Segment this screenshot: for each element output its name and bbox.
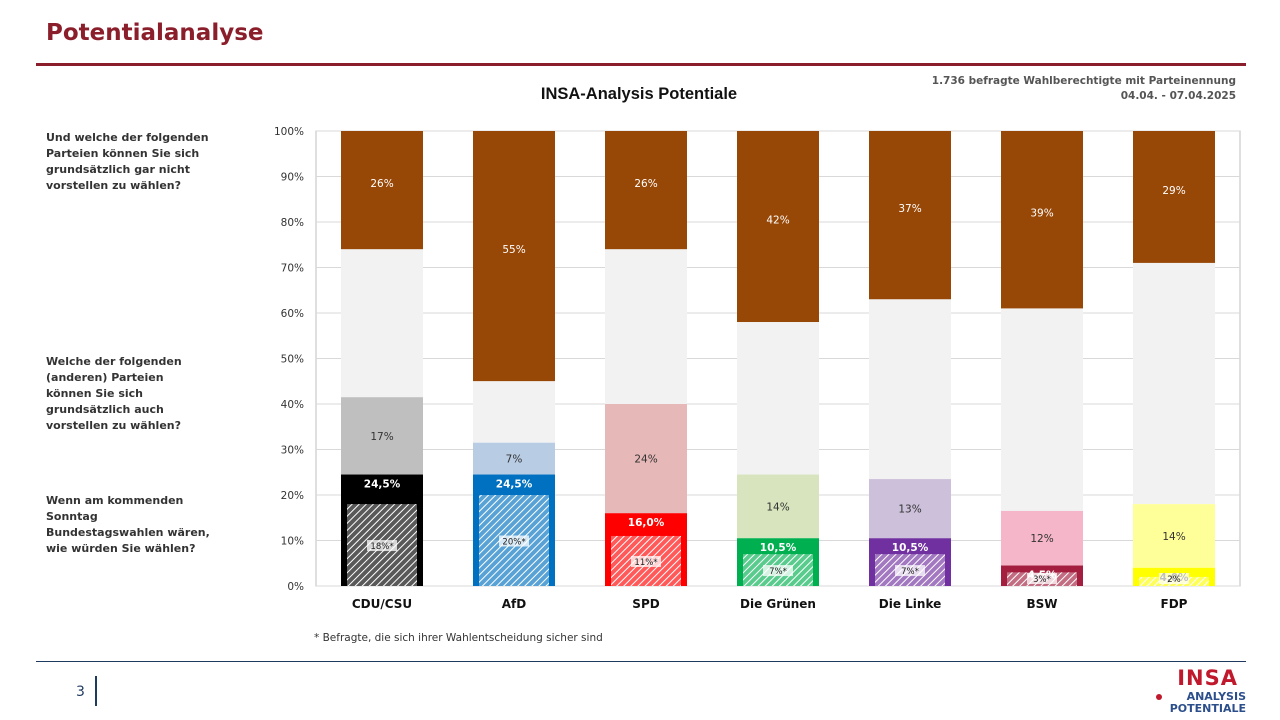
bar-potential [1133, 504, 1215, 568]
sure-label-box [1027, 573, 1057, 584]
footnote: * Befragte, die sich ihrer Wahlentscheid… [314, 632, 603, 644]
rejection-label: 26% [370, 178, 393, 190]
sure-voters-label: 7%* [769, 567, 787, 577]
y-tick-label: 10% [281, 536, 304, 548]
rejection-label: 37% [898, 203, 921, 215]
vote-label: 24,5% [364, 479, 401, 491]
sure-label-box [1159, 573, 1189, 584]
vote-label: 10,5% [892, 542, 929, 554]
page-title: Potentialanalyse [46, 20, 264, 46]
question-vote: Wenn am kommenden Sonntag Bundestagswahl… [46, 494, 210, 555]
sure-voters-label: 2% [1167, 575, 1181, 585]
x-category-label: CDU/CSU [352, 597, 412, 611]
sure-label-box [895, 565, 925, 577]
x-category-label: FDP [1161, 597, 1188, 611]
sure-label-box [763, 565, 793, 577]
sure-voters-label: 18%* [370, 542, 393, 552]
bar-rejection [1133, 131, 1215, 263]
potential-label: 14% [1162, 531, 1185, 543]
sure-voters-label: 20%* [502, 538, 525, 548]
bar-potential [605, 404, 687, 514]
bar-neutral [1001, 308, 1083, 511]
bars [341, 131, 1215, 586]
bar-potential [341, 397, 423, 475]
rejection-label: 39% [1030, 208, 1053, 220]
sure-voters-label: 3%* [1033, 575, 1051, 585]
bar-neutral [737, 322, 819, 475]
data-labels: 26% 17% 24,5% 18%* 55% 7% 24,5% 20%* 26% 24% 16,0%… [364, 178, 1189, 585]
bar-rejection [473, 131, 555, 382]
bar-potential [1001, 510, 1083, 566]
y-tick-label: 100% [274, 126, 304, 138]
y-axis-ticks: 0% 10% 20% 30% 40% 50% 60% 70% 80% 90% 100% [274, 126, 304, 593]
question-potential: Welche der folgenden (anderen) Parteien … [46, 355, 182, 432]
bar-rejection [1001, 131, 1083, 309]
sure-label-box [367, 540, 397, 552]
bar-neutral [605, 249, 687, 404]
x-category-label: Die Linke [879, 597, 942, 611]
vote-label: 10,5% [760, 542, 797, 554]
y-tick-label: 20% [281, 490, 304, 502]
bar-rejection [605, 131, 687, 250]
y-tick-label: 50% [281, 354, 304, 366]
sample-size: 1.736 befragte Wahlberechtigte mit Parte… [931, 75, 1236, 87]
y-tick-label: 70% [281, 263, 304, 275]
source-info: 1.736 befragte Wahlberechtigte mit Parte… [932, 74, 1236, 104]
bar-neutral [341, 249, 423, 398]
bar-neutral [869, 299, 951, 480]
x-category-label: Die Grünen [740, 597, 816, 611]
chart-title: INSA-Analysis Potentiale [541, 85, 737, 103]
bar-rejection [869, 131, 951, 300]
sure-voters-label: 11%* [634, 558, 657, 568]
potential-label: 14% [766, 501, 789, 513]
x-axis-categories: CDU/CSU AfD SPD Die Grünen Die Linke BSW FDP [352, 597, 1188, 611]
vote-label: 24,5% [496, 479, 533, 491]
y-tick-label: 40% [281, 399, 304, 411]
bar-potential [737, 474, 819, 539]
sure-voters-label: 7%* [901, 567, 919, 577]
bar-rejection [737, 131, 819, 323]
logo-wordmark: INSA [1177, 666, 1238, 690]
footer-divider [36, 661, 1246, 662]
y-tick-label: 90% [281, 172, 304, 184]
survey-period: 04.04. - 07.04.2025 [1120, 90, 1236, 102]
rejection-label: 42% [766, 215, 789, 227]
sure-label-box [499, 535, 529, 547]
question-rejection: Und welche der folgenden Parteien können… [46, 131, 209, 192]
bar-potential [473, 442, 555, 475]
potential-label: 7% [506, 454, 523, 466]
page-number-bar [95, 676, 97, 706]
rejection-label: 55% [502, 244, 525, 256]
vote-label: 16,0% [628, 517, 665, 529]
y-tick-label: 30% [281, 445, 304, 457]
bar-potential [869, 479, 951, 539]
rejection-label: 29% [1162, 185, 1185, 197]
sure-label-box [631, 555, 661, 567]
potential-label: 12% [1030, 533, 1053, 545]
logo-dot [1156, 694, 1162, 700]
insa-logo: INSA ANALYSIS POTENTIALE [1150, 666, 1250, 716]
bar-neutral [1133, 262, 1215, 505]
bar-neutral [473, 381, 555, 443]
x-category-label: AfD [502, 597, 527, 611]
potential-label: 13% [898, 504, 921, 516]
title-divider [36, 63, 1246, 66]
rejection-label: 26% [634, 178, 657, 190]
page-number: 3 [76, 684, 85, 700]
y-tick-label: 60% [281, 308, 304, 320]
y-tick-label: 80% [281, 217, 304, 229]
potential-label: 17% [370, 431, 393, 443]
logo-line-analysis: ANALYSIS [1186, 690, 1246, 703]
x-category-label: SPD [632, 597, 659, 611]
logo-line-potentiale: POTENTIALE [1169, 702, 1246, 715]
bar-rejection [341, 131, 423, 250]
x-category-label: BSW [1026, 597, 1057, 611]
y-tick-label: 0% [287, 581, 304, 593]
potential-label: 24% [634, 454, 657, 466]
